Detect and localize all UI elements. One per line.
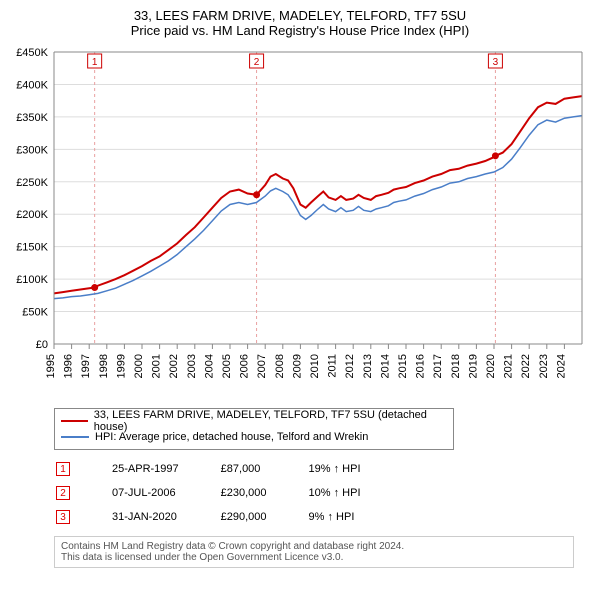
svg-text:2012: 2012 <box>344 354 356 378</box>
svg-text:2006: 2006 <box>239 354 251 378</box>
legend-swatch-2 <box>61 436 89 438</box>
svg-text:2020: 2020 <box>485 354 497 378</box>
sales-table: 1 25-APR-1997£87,00019% ↑ HPI 2 07-JUL-2006… <box>54 456 403 530</box>
svg-text:2007: 2007 <box>256 354 268 378</box>
sale-delta: 19% ↑ HPI <box>309 458 401 480</box>
svg-text:2016: 2016 <box>415 354 427 378</box>
svg-text:2023: 2023 <box>538 354 550 378</box>
svg-text:£350K: £350K <box>16 112 48 124</box>
svg-text:£100K: £100K <box>16 274 48 286</box>
sale-price: £290,000 <box>221 506 307 528</box>
svg-text:2: 2 <box>254 57 260 68</box>
sales-row: 2 07-JUL-2006£230,00010% ↑ HPI <box>56 482 401 504</box>
svg-text:1: 1 <box>92 57 98 68</box>
sale-delta: 9% ↑ HPI <box>309 506 401 528</box>
svg-text:2015: 2015 <box>397 354 409 378</box>
svg-text:2013: 2013 <box>362 354 374 378</box>
svg-text:£300K: £300K <box>16 144 48 156</box>
sale-delta: 10% ↑ HPI <box>309 482 401 504</box>
svg-text:2019: 2019 <box>467 354 479 378</box>
svg-text:2021: 2021 <box>503 354 515 378</box>
sale-date: 25-APR-1997 <box>112 458 219 480</box>
svg-text:3: 3 <box>493 57 499 68</box>
legend-label-2: HPI: Average price, detached house, Telf… <box>95 431 368 443</box>
svg-text:2011: 2011 <box>327 354 339 378</box>
svg-text:2024: 2024 <box>555 354 567 378</box>
svg-text:2017: 2017 <box>432 354 444 378</box>
svg-text:2000: 2000 <box>133 354 145 378</box>
sale-marker-icon: 2 <box>56 486 70 500</box>
svg-text:2002: 2002 <box>168 354 180 378</box>
svg-text:2009: 2009 <box>291 354 303 378</box>
svg-text:1998: 1998 <box>98 354 110 378</box>
svg-text:£200K: £200K <box>16 209 48 221</box>
sales-row: 1 25-APR-1997£87,00019% ↑ HPI <box>56 458 401 480</box>
svg-text:£450K: £450K <box>16 47 48 59</box>
legend-row-1: 33, LEES FARM DRIVE, MADELEY, TELFORD, T… <box>61 413 447 429</box>
svg-text:2022: 2022 <box>520 354 532 378</box>
legend-label-1: 33, LEES FARM DRIVE, MADELEY, TELFORD, T… <box>94 409 447 433</box>
chart-area: £0 £50K £100K £150K £200K £250K £300K £350K £400… <box>8 44 592 404</box>
svg-text:£50K: £50K <box>22 307 48 319</box>
footer-line2: This data is licensed under the Open Gov… <box>61 552 567 563</box>
sale-price: £87,000 <box>221 458 307 480</box>
sale-date: 31-JAN-2020 <box>112 506 219 528</box>
chart-title-line1: 33, LEES FARM DRIVE, MADELEY, TELFORD, T… <box>8 8 592 23</box>
svg-text:2005: 2005 <box>221 354 233 378</box>
chart-title-line2: Price paid vs. HM Land Registry's House … <box>8 23 592 38</box>
line-chart-svg: £0 £50K £100K £150K £200K £250K £300K £350K £400… <box>8 44 592 404</box>
svg-text:1996: 1996 <box>63 354 75 378</box>
sale-price: £230,000 <box>221 482 307 504</box>
legend-box: 33, LEES FARM DRIVE, MADELEY, TELFORD, T… <box>54 408 454 450</box>
svg-text:2001: 2001 <box>151 354 163 378</box>
sale-date: 07-JUL-2006 <box>112 482 219 504</box>
footer-line1: Contains HM Land Registry data © Crown c… <box>61 541 567 552</box>
svg-text:£250K: £250K <box>16 177 48 189</box>
svg-text:1997: 1997 <box>80 354 92 378</box>
svg-text:2010: 2010 <box>309 354 321 378</box>
svg-text:1999: 1999 <box>115 354 127 378</box>
svg-text:£400K: £400K <box>16 79 48 91</box>
footer-note: Contains HM Land Registry data © Crown c… <box>54 536 574 568</box>
svg-text:£150K: £150K <box>16 242 48 254</box>
sale-marker-icon: 1 <box>56 462 70 476</box>
legend-swatch-1 <box>61 420 88 422</box>
svg-text:2004: 2004 <box>203 354 215 378</box>
svg-text:2018: 2018 <box>450 354 462 378</box>
svg-text:2003: 2003 <box>186 354 198 378</box>
svg-text:2008: 2008 <box>274 354 286 378</box>
sale-marker-icon: 3 <box>56 510 70 524</box>
svg-text:2014: 2014 <box>379 354 391 378</box>
svg-text:1995: 1995 <box>45 354 57 378</box>
sales-row: 3 31-JAN-2020£290,0009% ↑ HPI <box>56 506 401 528</box>
svg-text:£0: £0 <box>36 339 48 351</box>
